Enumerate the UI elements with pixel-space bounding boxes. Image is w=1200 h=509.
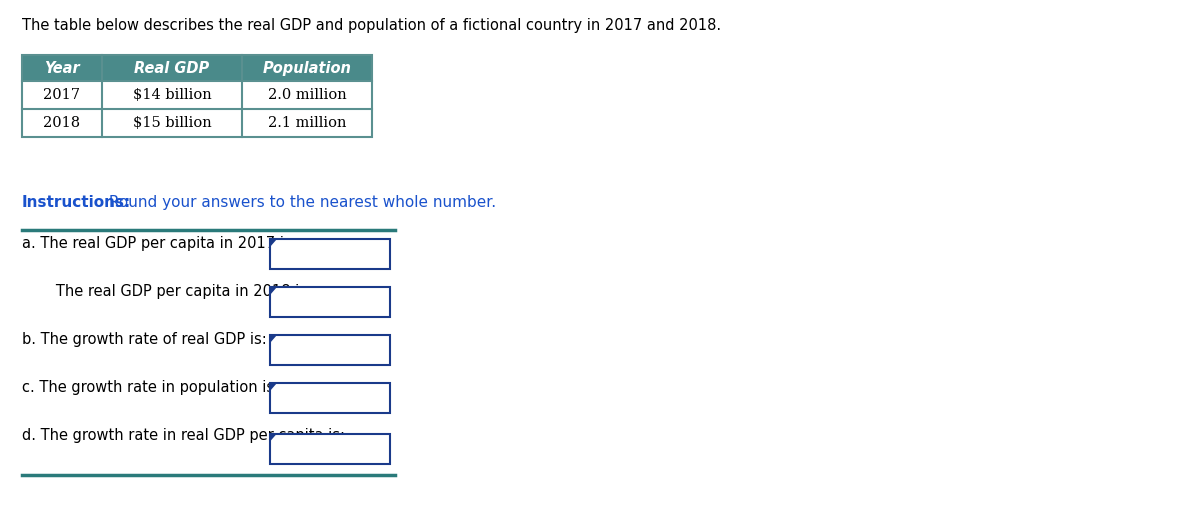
Polygon shape [270, 383, 277, 391]
Bar [22, 81, 372, 109]
Polygon shape [270, 335, 277, 343]
Polygon shape [270, 239, 277, 247]
Text: Real GDP: Real GDP [134, 61, 210, 75]
Text: Population: Population [263, 61, 352, 75]
Text: Round your answers to the nearest whole number.: Round your answers to the nearest whole … [104, 195, 496, 210]
Text: 2.0 million: 2.0 million [268, 88, 347, 102]
Text: $14 billion: $14 billion [133, 88, 211, 102]
Text: d. The growth rate in real GDP per capita is:: d. The growth rate in real GDP per capit… [22, 428, 346, 443]
Text: Instructions:: Instructions: [22, 195, 131, 210]
Polygon shape [270, 434, 277, 441]
Text: 2017: 2017 [43, 88, 80, 102]
Bar [270, 239, 390, 269]
Text: The real GDP per capita in 2018 is:: The real GDP per capita in 2018 is: [42, 284, 312, 299]
Bar [22, 55, 372, 137]
Text: c. The growth rate in population is:: c. The growth rate in population is: [22, 380, 280, 395]
Text: Year: Year [44, 61, 80, 75]
Bar [270, 287, 390, 317]
Text: $15 billion: $15 billion [133, 116, 211, 130]
Text: 2.1 million: 2.1 million [268, 116, 347, 130]
Text: a. The real GDP per capita in 2017 is:: a. The real GDP per capita in 2017 is: [22, 236, 296, 251]
Bar [22, 109, 372, 137]
Bar [270, 335, 390, 365]
Text: The table below describes the real GDP and population of a fictional country in : The table below describes the real GDP a… [22, 18, 721, 33]
Text: b. The growth rate of real GDP is:: b. The growth rate of real GDP is: [22, 332, 266, 347]
Bar [22, 55, 372, 81]
Polygon shape [270, 287, 277, 295]
Text: 2018: 2018 [43, 116, 80, 130]
Bar [270, 434, 390, 464]
Bar [270, 383, 390, 413]
